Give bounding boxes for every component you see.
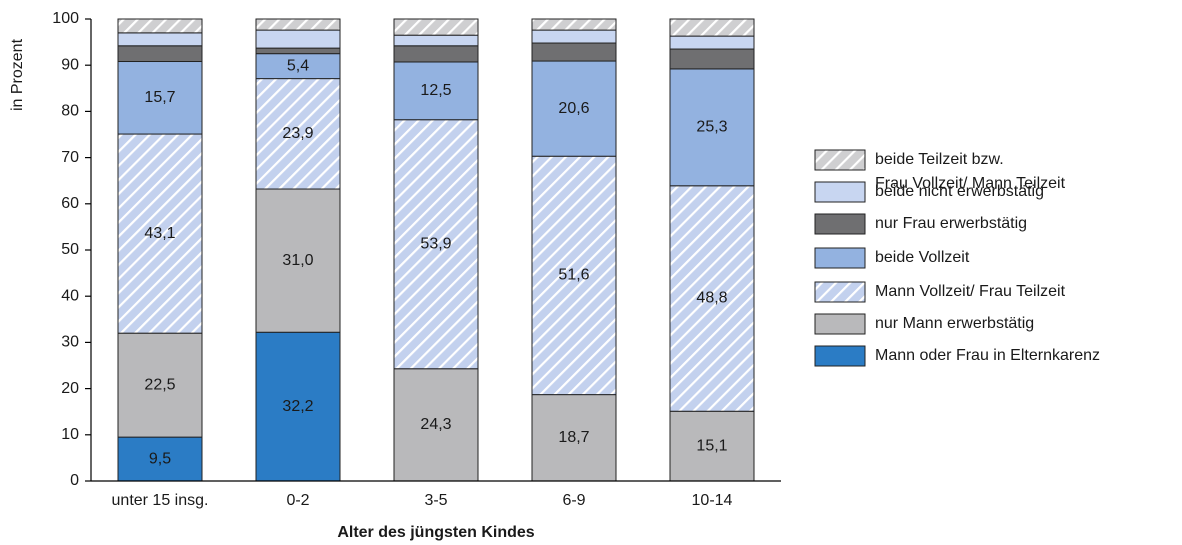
data-label: 15,1: [696, 437, 727, 454]
data-label: 43,1: [144, 225, 175, 242]
legend-label: beide Vollzeit: [875, 249, 970, 266]
legend-label: Mann oder Frau in Elternkarenz: [875, 347, 1100, 364]
bar-segment: [255, 78, 341, 190]
bar-segment: [117, 18, 203, 34]
bar-segment: [669, 68, 755, 187]
y-tick-label: 0: [70, 472, 79, 489]
bar-segment: [117, 61, 203, 135]
data-label: 25,3: [696, 119, 727, 136]
bar-segment: [117, 32, 203, 47]
legend-swatch: [814, 213, 866, 235]
x-tick-label: 6-9: [562, 492, 585, 509]
bar-segment: [117, 133, 203, 334]
y-tick-label: 10: [61, 426, 79, 443]
x-tick-label: 3-5: [424, 492, 447, 509]
bar-segment: [255, 47, 341, 55]
legend-label: nur Frau erwerbstätig: [875, 215, 1028, 232]
bar-segment: [531, 29, 617, 44]
bar-segment: [531, 42, 617, 62]
data-label: 24,3: [420, 416, 451, 433]
bar-segment: [393, 18, 479, 36]
bar-segment: [531, 394, 617, 482]
data-label: 20,6: [558, 100, 589, 117]
data-label: 12,5: [420, 82, 451, 99]
y-axis-label: in Prozent: [9, 38, 26, 111]
data-label: 48,8: [696, 290, 727, 307]
data-label: 5,4: [287, 57, 309, 74]
data-label: 15,7: [144, 89, 175, 106]
legend-swatch: [814, 247, 866, 269]
y-tick-label: 60: [61, 195, 79, 212]
bar-segment: [531, 18, 617, 31]
bar-segment: [393, 61, 479, 121]
bar-segment: [669, 48, 755, 70]
data-label: 31,0: [282, 252, 313, 269]
bar-segment: [669, 410, 755, 482]
bar-segment: [531, 155, 617, 396]
bar-segment: [393, 368, 479, 482]
bar-segment: [669, 18, 755, 37]
legend-label: beide Teilzeit bzw. Frau Vollzeit/ Mann …: [875, 151, 1066, 192]
legend-swatch: [814, 281, 866, 303]
x-axis-label: Alter des jüngsten Kindes: [337, 524, 534, 541]
bar-segment: [393, 45, 479, 63]
x-tick-label: 0-2: [286, 492, 309, 509]
bar-segment: [669, 35, 755, 50]
bar-segment: [255, 29, 341, 49]
y-tick-label: 90: [61, 56, 79, 73]
bar-segment: [117, 436, 203, 482]
y-tick-label: 40: [61, 287, 79, 304]
y-tick-label: 70: [61, 149, 79, 166]
y-tick-label: 100: [52, 10, 79, 27]
legend-label: beide nicht erwerbstätig: [875, 183, 1044, 200]
legend-swatch: [814, 345, 866, 367]
data-label: 53,9: [420, 235, 451, 252]
data-label: 18,7: [558, 429, 589, 446]
legend-label: nur Mann erwerbstätig: [875, 315, 1035, 332]
data-label: 22,5: [144, 376, 175, 393]
y-tick-label: 20: [61, 380, 79, 397]
bar-segment: [669, 185, 755, 412]
legend-swatch: [814, 149, 866, 171]
bar-segment: [393, 119, 479, 370]
data-label: 51,6: [558, 267, 589, 284]
y-tick-label: 50: [61, 241, 79, 258]
y-tick-label: 80: [61, 103, 79, 120]
y-tick-label: 30: [61, 334, 79, 351]
bar-segment: [393, 34, 479, 47]
bar-segment: [255, 18, 341, 31]
legend-swatch: [814, 313, 866, 335]
data-label: 23,9: [282, 125, 313, 142]
x-tick-label: 10-14: [692, 492, 733, 509]
data-label: 32,2: [282, 398, 313, 415]
legend-label: Mann Vollzeit/ Frau Teilzeit: [875, 283, 1066, 300]
legend-swatch: [814, 181, 866, 203]
x-tick-label: unter 15 insg.: [112, 492, 209, 509]
data-label: 9,5: [149, 450, 171, 467]
bar-segment: [117, 332, 203, 438]
bar-segment: [255, 331, 341, 482]
bar-segment: [117, 45, 203, 63]
